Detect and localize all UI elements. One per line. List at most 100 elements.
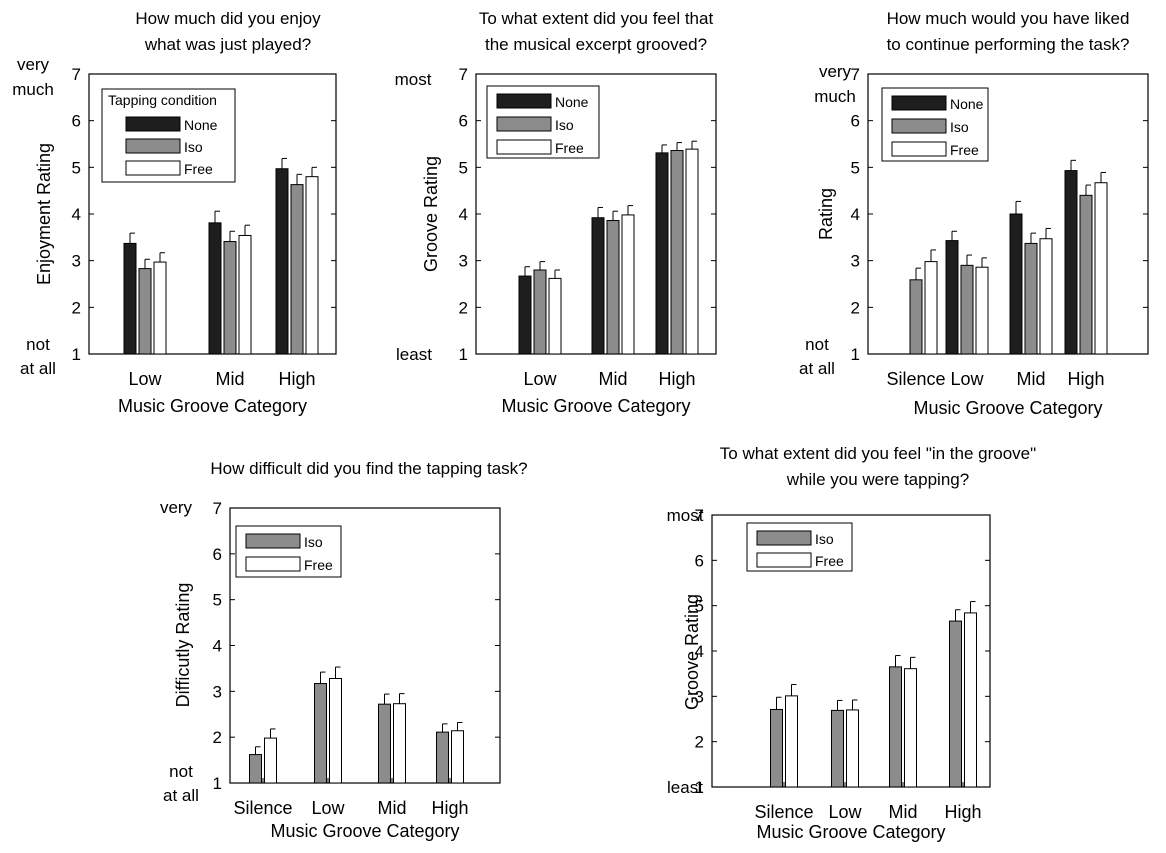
x-tick-label: Low (311, 798, 345, 818)
legend: Iso Free (746, 522, 853, 572)
bar-free-mid (621, 214, 635, 355)
legend: None Iso Free (881, 87, 989, 162)
bar-free-silence (785, 695, 798, 788)
chart-title: what was just played? (144, 35, 311, 54)
x-tick-label: High (278, 369, 315, 389)
y-tick-label: 5 (72, 158, 81, 177)
y-axis-label: Enjoyment Rating (34, 143, 54, 285)
bar-none-mid (208, 222, 222, 355)
x-tick-label: Silence (886, 369, 945, 389)
legend-title: Tapping condition (108, 92, 217, 108)
bar-none-mid (591, 217, 605, 355)
bar-iso-low (533, 269, 547, 355)
y-top-label: most (395, 70, 432, 89)
y-tick-label: 2 (72, 298, 81, 317)
legend-label-free: Free (304, 557, 333, 573)
bar-free-mid (904, 668, 917, 788)
legend-swatch-iso (245, 533, 301, 549)
y-tick-label: 1 (695, 778, 704, 797)
bar-iso-low (831, 709, 844, 788)
y-tick-label: 2 (213, 728, 222, 747)
x-axis-label: Music Groove Category (913, 398, 1102, 418)
y-tick-label: 1 (459, 345, 468, 364)
y-tick-label: 2 (695, 733, 704, 752)
y-tick-label: 1 (72, 345, 81, 364)
legend-swatch-iso (756, 530, 812, 546)
chart-title: How much would you have liked (887, 9, 1130, 28)
y-tick-label: 7 (851, 65, 860, 84)
bar-iso-high (436, 731, 449, 784)
y-tick-label: 1 (851, 345, 860, 364)
x-axis-label: Music Groove Category (118, 396, 307, 416)
bar-free-low (329, 678, 342, 784)
bar-none-mid (1009, 213, 1023, 355)
y-tick-label: 5 (695, 597, 704, 616)
bar-iso-high (290, 184, 304, 355)
y-top-label: much (12, 80, 54, 99)
y-tick-label: 6 (851, 112, 860, 131)
x-tick-label: Low (523, 369, 557, 389)
bar-free-silence (264, 737, 277, 784)
bar-free-high (305, 176, 319, 355)
chart-title: while you were tapping? (786, 470, 969, 489)
bar-none-low (518, 275, 532, 355)
y-tick-label: 3 (851, 252, 860, 271)
bar-iso-mid (1024, 242, 1038, 355)
y-tick-label: 7 (72, 65, 81, 84)
chart-title: How much did you enjoy (135, 9, 321, 28)
y-axis-label: Groove Rating (682, 594, 702, 710)
legend-swatch-iso (496, 116, 552, 132)
x-tick-label: High (658, 369, 695, 389)
y-bottom-label: least (396, 345, 432, 364)
y-bottom-label: not (26, 335, 50, 354)
legend-label-iso: Iso (304, 534, 323, 550)
bar-iso-silence (909, 279, 923, 355)
bar-none-high (655, 152, 669, 355)
chart-title: the musical excerpt grooved? (485, 35, 707, 54)
bar-iso-high (1079, 194, 1093, 355)
bar-free-mid (238, 234, 252, 355)
bar-free-low (846, 709, 859, 788)
bar-none-low (123, 242, 137, 355)
legend-label-none: None (950, 96, 984, 112)
y-bottom-label: not (805, 335, 829, 354)
legend-swatch-none (891, 95, 947, 111)
y-top-label: very (17, 55, 50, 74)
y-bottom-label: at all (163, 786, 199, 805)
legend: Tapping condition None Iso Free (101, 88, 236, 183)
bar-iso-silence (249, 754, 262, 784)
legend-label-iso: Iso (184, 139, 203, 155)
y-tick-label: 3 (72, 252, 81, 271)
legend-swatch-free (891, 141, 947, 157)
bar-none-high (1064, 170, 1078, 355)
chart-title: To what extent did you feel that (479, 9, 714, 28)
y-tick-label: 4 (72, 205, 81, 224)
legend-swatch-none (496, 93, 552, 109)
x-tick-label: Mid (215, 369, 244, 389)
legend-label-free: Free (815, 553, 844, 569)
legend-label-iso: Iso (950, 119, 969, 135)
legend: None Iso Free (486, 85, 600, 159)
y-tick-label: 1 (213, 774, 222, 793)
bar-iso-high (949, 620, 962, 788)
legend-label-free: Free (950, 142, 979, 158)
bar-free-low (975, 266, 989, 355)
bar-iso-low (960, 264, 974, 355)
legend-swatch-iso (125, 138, 181, 154)
legend-label-iso: Iso (555, 117, 574, 133)
chart-title: To what extent did you feel "in the groo… (720, 444, 1036, 463)
bar-iso-high (670, 150, 684, 355)
y-bottom-label: not (169, 762, 193, 781)
bar-iso-mid (606, 220, 620, 355)
legend-label-free: Free (555, 140, 584, 156)
y-tick-label: 7 (695, 506, 704, 525)
y-tick-label: 2 (851, 298, 860, 317)
bar-free-high (1094, 182, 1108, 355)
bar-free-low (548, 277, 562, 355)
legend-swatch-free (756, 552, 812, 568)
bar-iso-silence (770, 708, 783, 788)
y-tick-label: 7 (459, 65, 468, 84)
bar-iso-low (314, 683, 327, 784)
x-tick-label: Silence (754, 802, 813, 822)
bar-iso-mid (223, 241, 237, 355)
